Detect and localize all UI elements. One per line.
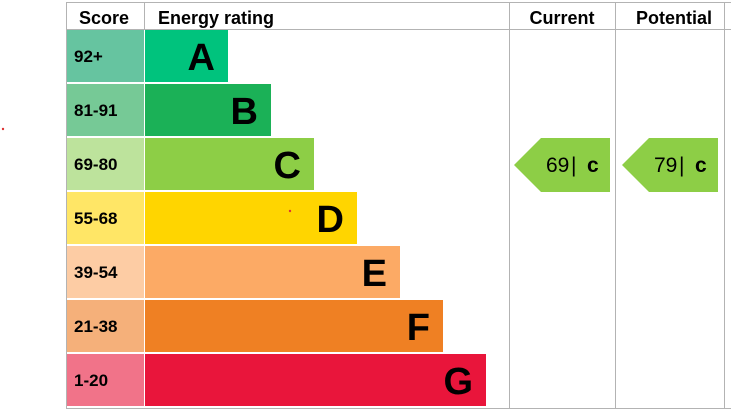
score-cell — [67, 354, 144, 406]
current-rating-arrow-shape — [514, 138, 610, 192]
header-potential: Potential — [636, 8, 712, 28]
band-letter: A — [188, 37, 215, 79]
score-range-label: 81-91 — [74, 101, 117, 120]
current-rating-arrow-value: 69 — [546, 154, 569, 177]
band-letter: B — [231, 91, 258, 133]
current-rating-arrow-separator: | — [571, 154, 576, 177]
band-letter: F — [407, 307, 430, 349]
band-bar — [145, 246, 400, 298]
potential-rating-arrow: 79 | c — [622, 138, 718, 192]
score-range-label: 39-54 — [74, 263, 118, 282]
band-bar — [145, 354, 486, 406]
stray-dot — [288, 209, 292, 213]
band-letter: G — [443, 361, 473, 403]
header-energy-rating: Energy rating — [158, 8, 274, 28]
band-b: 81-91 B — [67, 84, 271, 136]
band-f: 21-38 F — [67, 300, 443, 352]
stray-dot — [1, 127, 5, 131]
rating-bands: 92+ A 81-91 B 69-80 C 55-68 D 39-54 E 21-38 F 1-20 G — [67, 30, 486, 406]
band-bar — [145, 30, 228, 82]
table-grid — [66, 2, 731, 409]
score-cell — [67, 246, 144, 298]
header-current: Current — [529, 8, 594, 28]
header-score: Score — [79, 8, 129, 28]
score-cell — [67, 30, 144, 82]
band-d: 55-68 D — [67, 192, 357, 244]
band-letter: C — [274, 145, 301, 187]
potential-rating-arrow-separator: | — [679, 154, 684, 177]
band-a: 92+ A — [67, 30, 228, 82]
band-letter: D — [317, 199, 344, 241]
band-c: 69-80 C — [67, 138, 314, 190]
band-letter: E — [362, 253, 387, 295]
score-cell — [67, 192, 144, 244]
current-rating-arrow-letter: c — [587, 154, 599, 177]
band-bar — [145, 138, 314, 190]
score-range-label: 69-80 — [74, 155, 117, 174]
band-e: 39-54 E — [67, 246, 400, 298]
potential-rating-arrow-value: 79 — [654, 154, 677, 177]
potential-rating-arrow-letter: c — [695, 154, 707, 177]
band-g: 1-20 G — [67, 354, 486, 406]
score-range-label: 92+ — [74, 47, 103, 66]
score-cell — [67, 138, 144, 190]
potential-rating-arrow-shape — [622, 138, 718, 192]
score-cell — [67, 300, 144, 352]
band-bar — [145, 192, 357, 244]
rating-arrows: 69 | c 79 | c — [514, 138, 718, 192]
current-rating-arrow: 69 | c — [514, 138, 610, 192]
score-cell — [67, 84, 144, 136]
score-range-label: 21-38 — [74, 317, 117, 336]
band-bar — [145, 300, 443, 352]
score-range-label: 55-68 — [74, 209, 117, 228]
score-range-label: 1-20 — [74, 371, 108, 390]
band-bar — [145, 84, 271, 136]
